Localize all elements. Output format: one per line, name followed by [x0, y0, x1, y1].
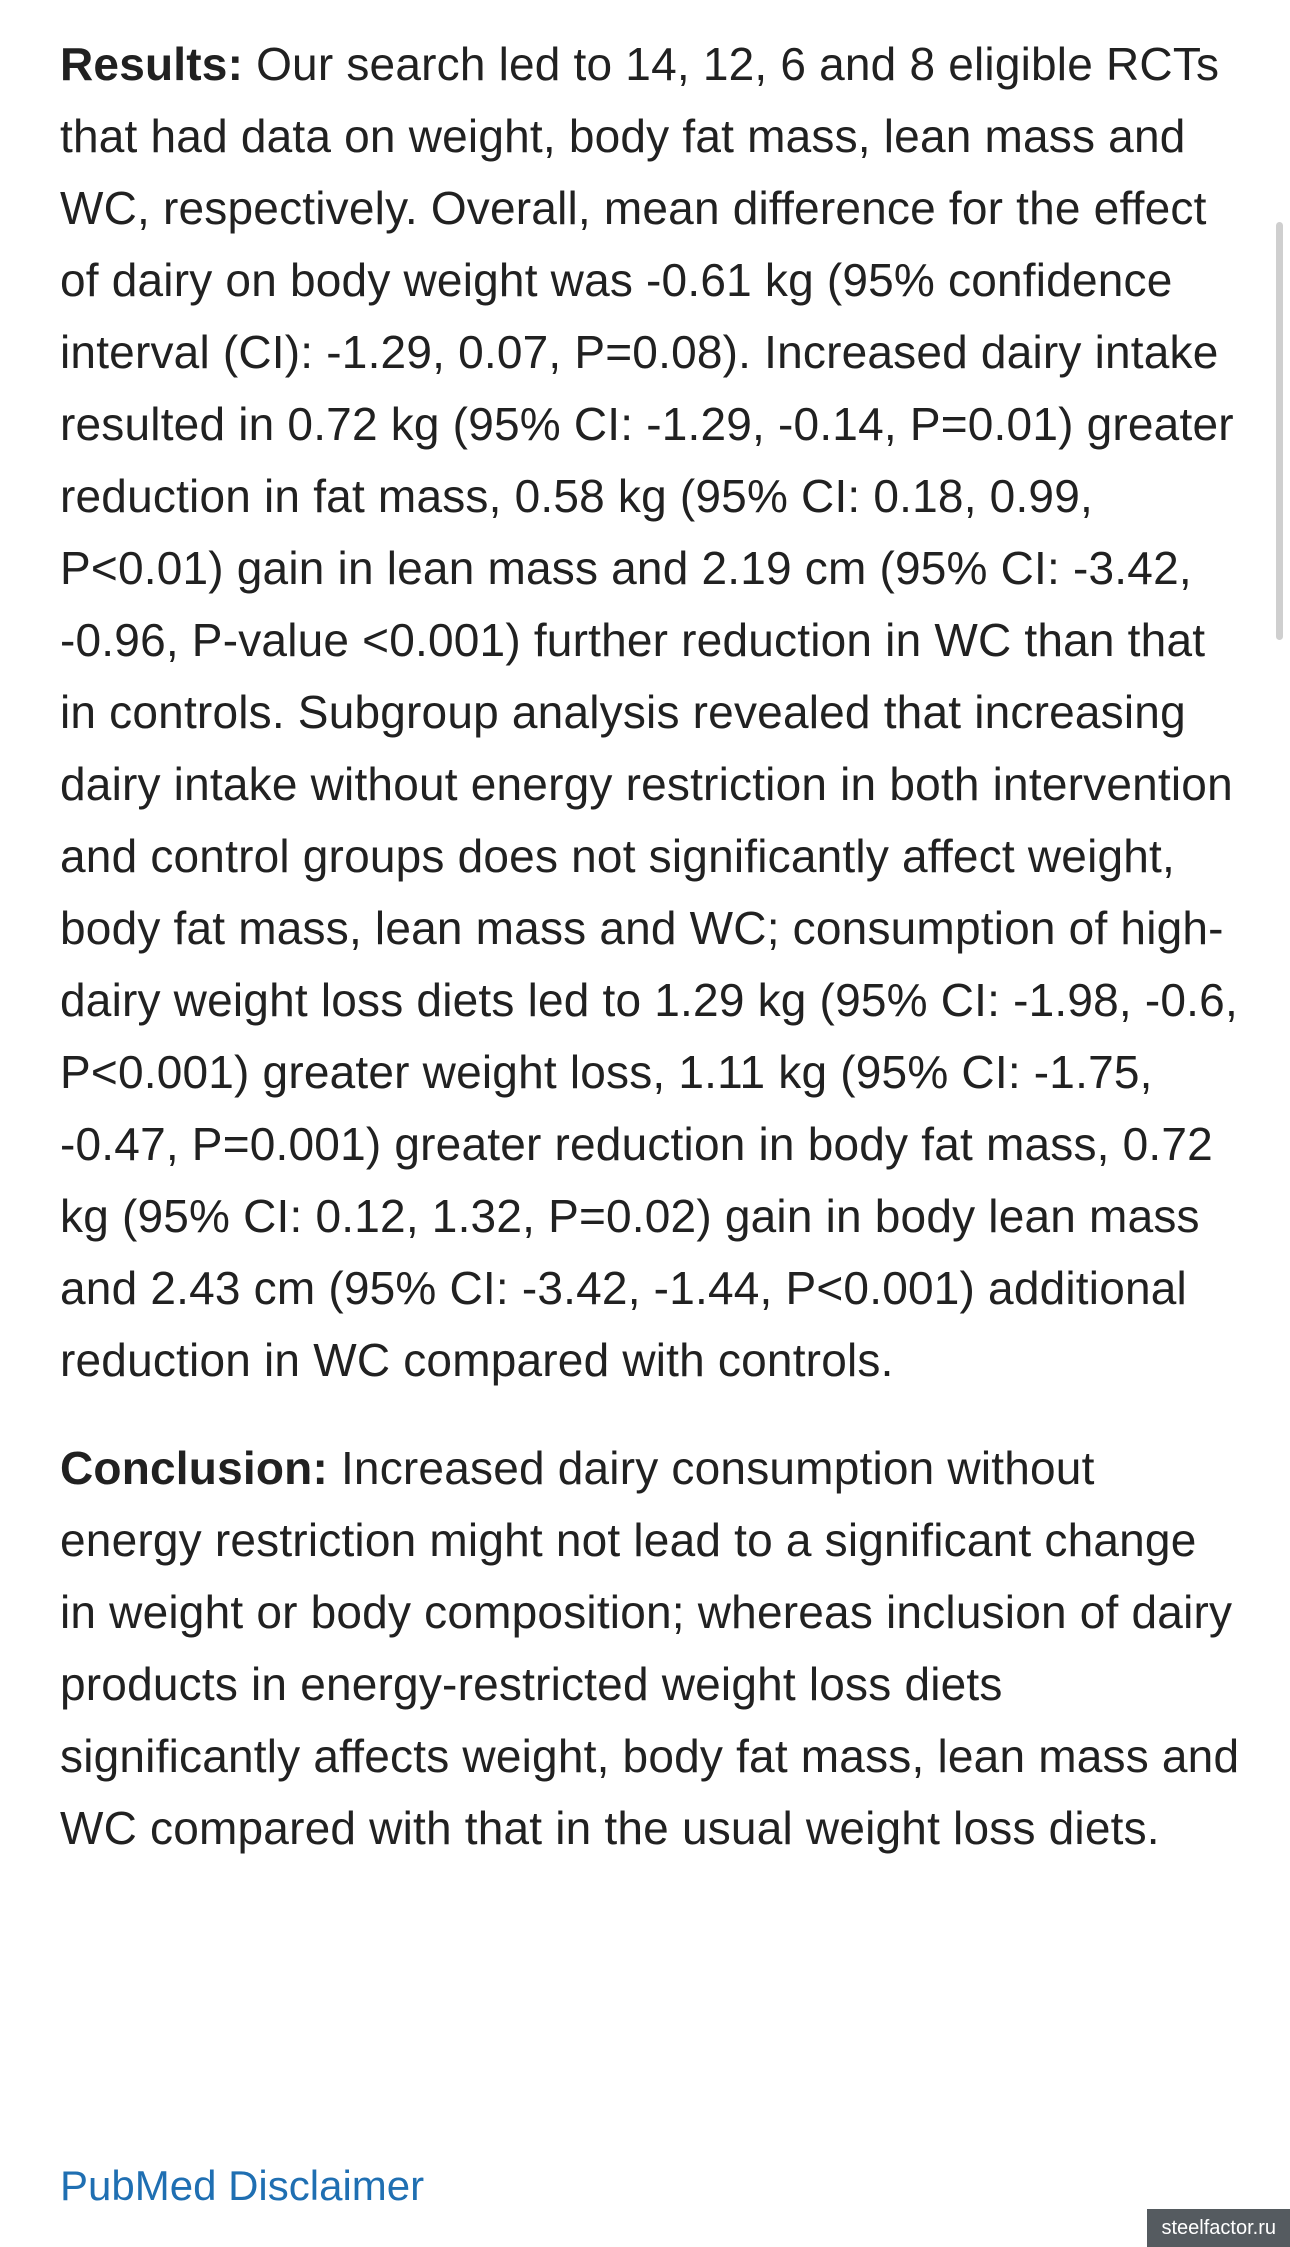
conclusion-text: Increased dairy consumption without ener…: [60, 1442, 1240, 1854]
results-paragraph: Results: Our search led to 14, 12, 6 and…: [60, 28, 1240, 1396]
pubmed-disclaimer-link[interactable]: PubMed Disclaimer: [60, 2162, 425, 2209]
results-text: Our search led to 14, 12, 6 and 8 eligib…: [60, 38, 1238, 1386]
scrollbar[interactable]: [1276, 222, 1283, 640]
conclusion-paragraph: Conclusion: Increased dairy consumption …: [60, 1432, 1240, 1864]
conclusion-label: Conclusion:: [60, 1442, 328, 1494]
watermark: steelfactor.ru: [1147, 2209, 1290, 2247]
abstract-body: Results: Our search led to 14, 12, 6 and…: [60, 28, 1240, 1864]
results-label: Results:: [60, 38, 244, 90]
